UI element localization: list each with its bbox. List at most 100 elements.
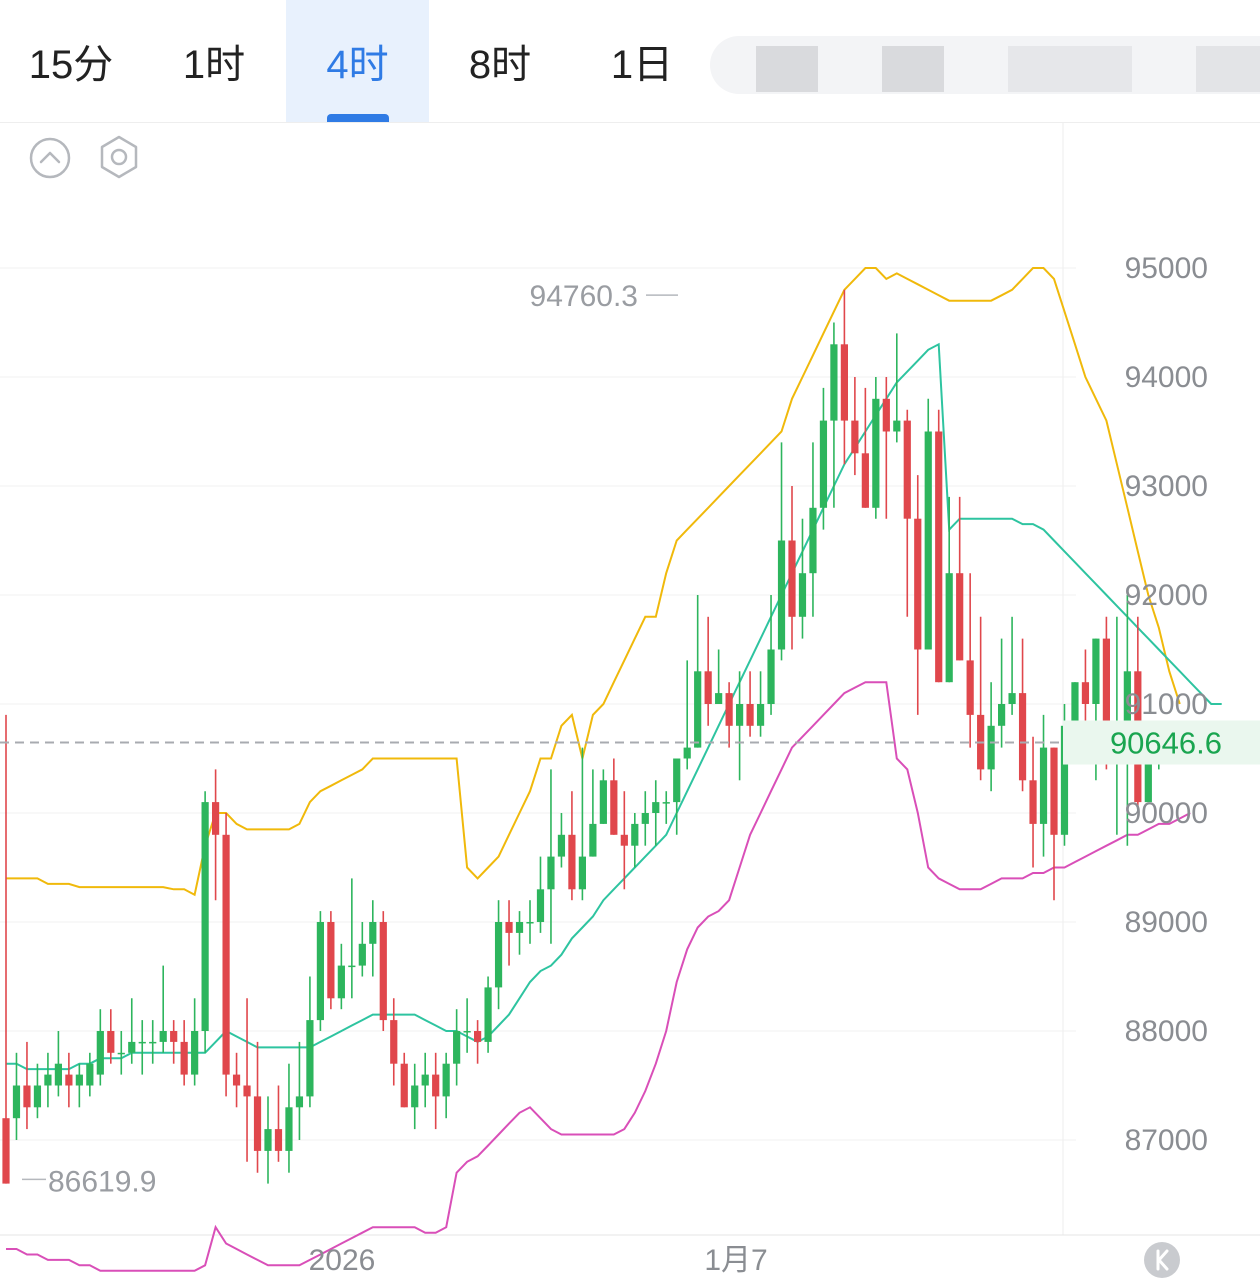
down-candle — [610, 758, 618, 835]
down-candle — [212, 769, 220, 901]
down-candle — [232, 1052, 241, 1108]
down-candle — [170, 1020, 178, 1064]
candle-body — [348, 965, 356, 968]
candle-body — [484, 987, 492, 1042]
collapse-up-icon[interactable] — [28, 136, 72, 180]
down-candle — [400, 1052, 408, 1108]
down-candle — [620, 791, 628, 890]
candle-body — [1029, 780, 1037, 824]
down-candle — [274, 1085, 283, 1162]
down-candle — [788, 486, 796, 650]
up-candle — [683, 660, 691, 770]
candle-body — [610, 780, 618, 835]
down-candle — [180, 1020, 188, 1086]
candle-body — [683, 747, 691, 759]
candle-body — [442, 1063, 450, 1097]
tab-1hour[interactable]: 1时 — [142, 0, 286, 122]
candle-body — [1092, 638, 1100, 704]
candle-body — [222, 834, 230, 1075]
candle-body — [107, 1031, 115, 1053]
candle-body — [2, 1118, 10, 1184]
price-tick-label: 92000 — [1125, 579, 1208, 612]
current-price-badge — [1063, 720, 1260, 765]
candle-body — [86, 1063, 94, 1086]
candle-body — [400, 1063, 408, 1108]
candle-body — [578, 856, 586, 890]
up-candle — [536, 856, 545, 933]
candlestick-chart[interactable]: 94760.3 86619.9 95000 94000 93000 92000 91000… — [0, 122, 1260, 1279]
price-tick-label: 87000 — [1125, 1124, 1208, 1157]
settings-hexagon-icon[interactable] — [96, 134, 142, 180]
low-price-marker: 86619.9 — [48, 1165, 156, 1198]
candle-body — [652, 802, 660, 813]
up-candle — [421, 1052, 429, 1108]
candle-body — [453, 1031, 461, 1064]
down-candle — [474, 1020, 482, 1064]
down-candle — [966, 573, 974, 748]
up-candle — [694, 595, 702, 748]
up-candle — [756, 671, 765, 737]
tab-1day[interactable]: 1日 — [571, 0, 713, 122]
up-candle — [494, 900, 503, 1010]
candle-body — [138, 1041, 146, 1044]
blurred-tabs-area[interactable] — [710, 36, 1260, 94]
up-candle — [767, 595, 775, 715]
active-tab-indicator — [326, 114, 389, 122]
candle-body — [1081, 682, 1090, 704]
up-candle — [547, 769, 555, 944]
down-candle — [390, 998, 398, 1086]
down-candle — [861, 387, 869, 508]
up-candle — [149, 1020, 157, 1064]
down-candle — [903, 409, 911, 617]
tab-4hour[interactable]: 4时 — [286, 0, 429, 122]
candle-body — [1102, 638, 1110, 737]
candle-body — [1008, 693, 1016, 704]
up-candle — [12, 1052, 21, 1140]
chart-canvas[interactable]: 94760.3 86619.9 95000 94000 93000 92000 91000… — [0, 122, 1260, 1279]
timeframe-tab-bar: 15分 1时 4时 8时 1日 — [0, 0, 1260, 123]
up-candle — [673, 758, 681, 835]
up-candle — [54, 1031, 62, 1097]
tab-4hour-label: 4时 — [326, 43, 389, 87]
down-candle — [914, 475, 922, 715]
down-candle — [840, 289, 848, 465]
down-candle — [243, 998, 251, 1162]
candle-body — [33, 1085, 42, 1108]
down-candle — [379, 911, 387, 1031]
time-axis: 2026 1月7 — [309, 1244, 768, 1277]
candle-body — [557, 834, 566, 857]
candle-body — [998, 704, 1006, 726]
candle-body — [274, 1129, 283, 1151]
candle-body — [851, 420, 859, 454]
candle-body — [798, 573, 807, 617]
up-candle — [641, 791, 649, 846]
candle-body — [662, 802, 670, 804]
up-candle — [987, 682, 995, 792]
up-candle — [86, 1052, 94, 1097]
candle-body — [840, 344, 848, 421]
candle-body — [547, 856, 555, 890]
candle-body — [390, 1020, 398, 1064]
up-candle — [652, 780, 660, 846]
up-candle — [526, 900, 534, 944]
candle-body — [411, 1085, 419, 1108]
down-candle — [222, 813, 230, 1097]
candle-body — [746, 704, 754, 726]
tab-15min-label: 15分 — [28, 43, 114, 87]
candle-body — [526, 922, 534, 924]
candle-body — [830, 344, 838, 421]
down-candle — [568, 791, 576, 901]
tab-8hour-label: 8时 — [468, 43, 532, 87]
candle-body — [494, 922, 503, 988]
up-candle — [798, 518, 807, 639]
candle-body — [882, 398, 890, 432]
tab-8hour[interactable]: 8时 — [429, 0, 571, 122]
price-tick-label: 90000 — [1125, 797, 1208, 830]
up-candle — [96, 1009, 104, 1086]
candle-body — [474, 1031, 482, 1042]
candle-body — [253, 1096, 262, 1151]
current-price-label: 90646.6 — [1110, 726, 1222, 761]
candle-body — [505, 922, 513, 933]
tab-15min[interactable]: 15分 — [0, 0, 142, 122]
candle-body — [421, 1074, 429, 1086]
